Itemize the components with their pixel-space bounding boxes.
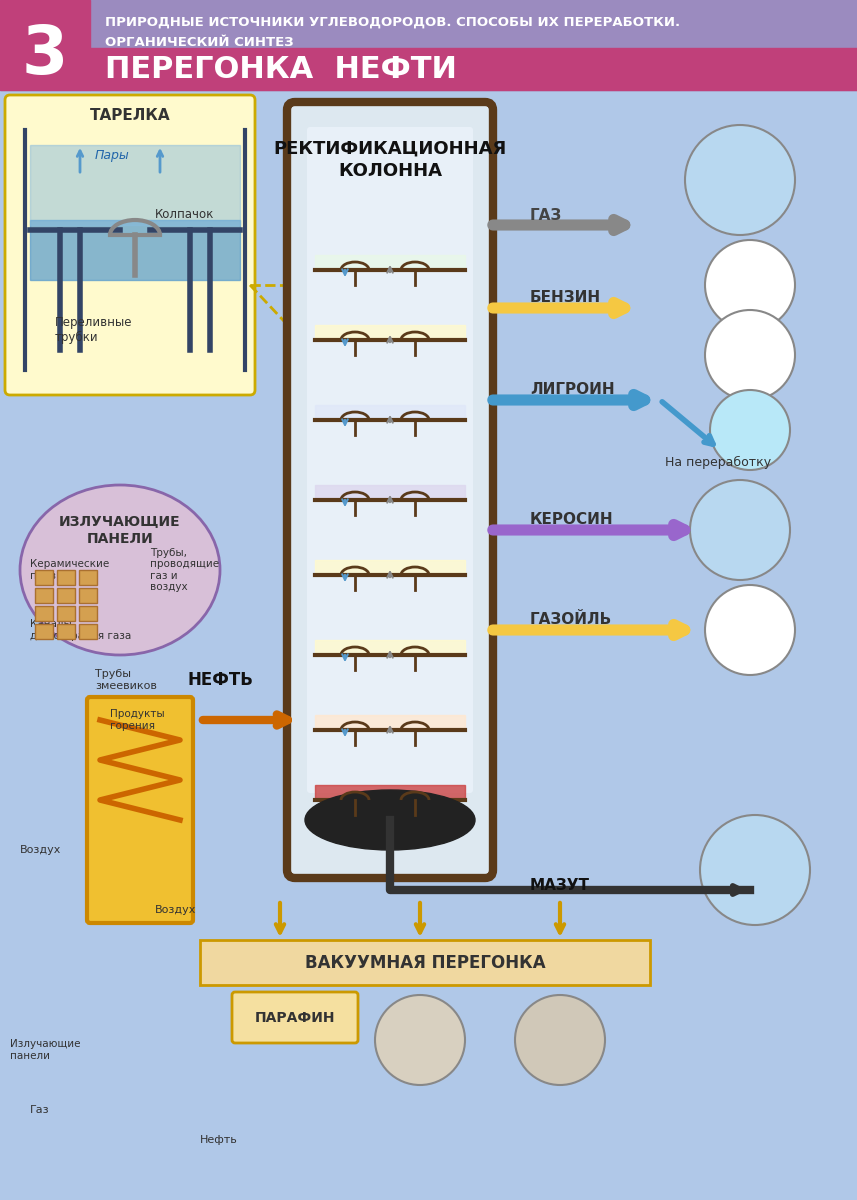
Text: ПЕРЕГОНКА  НЕФТИ: ПЕРЕГОНКА НЕФТИ [105, 54, 457, 84]
Circle shape [685, 125, 795, 235]
Bar [315, 485, 465, 500]
Bar [79, 624, 97, 638]
Circle shape [690, 480, 790, 580]
Bar [57, 588, 75, 602]
Text: Каналы
для сгорания газа: Каналы для сгорания газа [30, 619, 131, 641]
Text: ГАЗ: ГАЗ [530, 208, 562, 222]
Bar [79, 606, 97, 622]
Bar [90, 48, 857, 90]
FancyBboxPatch shape [5, 95, 255, 395]
Bar [57, 570, 75, 584]
Circle shape [705, 310, 795, 400]
FancyBboxPatch shape [232, 992, 358, 1043]
Text: РЕКТИФИКАЦИОННАЯ
КОЛОННА: РЕКТИФИКАЦИОННАЯ КОЛОННА [273, 140, 506, 180]
Bar [0, 0, 857, 90]
Text: Газ: Газ [30, 1105, 50, 1115]
Text: БЕНЗИН: БЕНЗИН [530, 290, 601, 306]
Text: 3: 3 [22, 22, 68, 88]
Text: Переливные
трубки: Переливные трубки [55, 316, 133, 344]
Circle shape [375, 995, 465, 1085]
Bar [315, 560, 465, 575]
Bar [315, 785, 465, 800]
Circle shape [515, 995, 605, 1085]
Ellipse shape [20, 485, 220, 655]
Bar [315, 715, 465, 730]
Bar [315, 254, 465, 270]
Text: ГАЗОЙЛЬ: ГАЗОЙЛЬ [530, 612, 612, 628]
Text: КЕРОСИН: КЕРОСИН [530, 512, 614, 528]
Text: НЕФТЬ: НЕФТЬ [187, 671, 253, 689]
Text: Нефть: Нефть [200, 1135, 237, 1145]
Text: ПРИРОДНЫЕ ИСТОЧНИКИ УГЛЕВОДОРОДОВ. СПОСОБЫ ИХ ПЕРЕРАБОТКИ.: ПРИРОДНЫЕ ИСТОЧНИКИ УГЛЕВОДОРОДОВ. СПОСО… [105, 16, 680, 29]
Bar [315, 404, 465, 420]
Text: ПАРАФИН: ПАРАФИН [255, 1010, 335, 1025]
Text: На переработку: На переработку [665, 456, 771, 468]
FancyBboxPatch shape [307, 127, 473, 793]
Bar [200, 940, 650, 985]
Circle shape [705, 240, 795, 330]
Bar [35, 588, 53, 602]
Ellipse shape [305, 790, 475, 850]
Text: Излучающие
панели: Излучающие панели [10, 1039, 81, 1061]
Text: Керамические
призмы: Керамические призмы [30, 559, 109, 581]
Text: Колпачок: Колпачок [155, 209, 214, 222]
Text: Пары: Пары [95, 149, 129, 162]
Bar [35, 624, 53, 638]
Bar [57, 624, 75, 638]
Text: Трубы
змеевиков: Трубы змеевиков [95, 670, 157, 691]
Text: Трубы,
проводящие
газ и
воздух: Трубы, проводящие газ и воздух [150, 547, 219, 593]
Text: ОРГАНИЧЕСКИЙ СИНТЕЗ: ОРГАНИЧЕСКИЙ СИНТЕЗ [105, 36, 294, 48]
FancyBboxPatch shape [287, 102, 493, 878]
Text: Продукты
горения: Продукты горения [110, 709, 165, 731]
Polygon shape [30, 220, 240, 280]
Text: ВАКУУМНАЯ ПЕРЕГОНКА: ВАКУУМНАЯ ПЕРЕГОНКА [305, 954, 545, 972]
Text: МАЗУТ: МАЗУТ [530, 877, 590, 893]
Text: ТАРЕЛКА: ТАРЕЛКА [90, 108, 171, 122]
Bar [35, 606, 53, 622]
Text: Воздух: Воздух [20, 845, 62, 854]
Text: ЛИГРОИН: ЛИГРОИН [530, 383, 614, 397]
Bar [79, 570, 97, 584]
Bar [57, 606, 75, 622]
Circle shape [705, 584, 795, 674]
Bar [79, 588, 97, 602]
Circle shape [710, 390, 790, 470]
Text: ИЗЛУЧАЮЩИЕ
ПАНЕЛИ: ИЗЛУЧАЮЩИЕ ПАНЕЛИ [59, 515, 181, 546]
Bar [315, 325, 465, 340]
Bar [0, 0, 90, 90]
Bar [35, 570, 53, 584]
Circle shape [700, 815, 810, 925]
FancyBboxPatch shape [87, 697, 193, 923]
Polygon shape [30, 145, 240, 226]
Bar [315, 640, 465, 655]
Text: Воздух: Воздух [155, 905, 196, 914]
